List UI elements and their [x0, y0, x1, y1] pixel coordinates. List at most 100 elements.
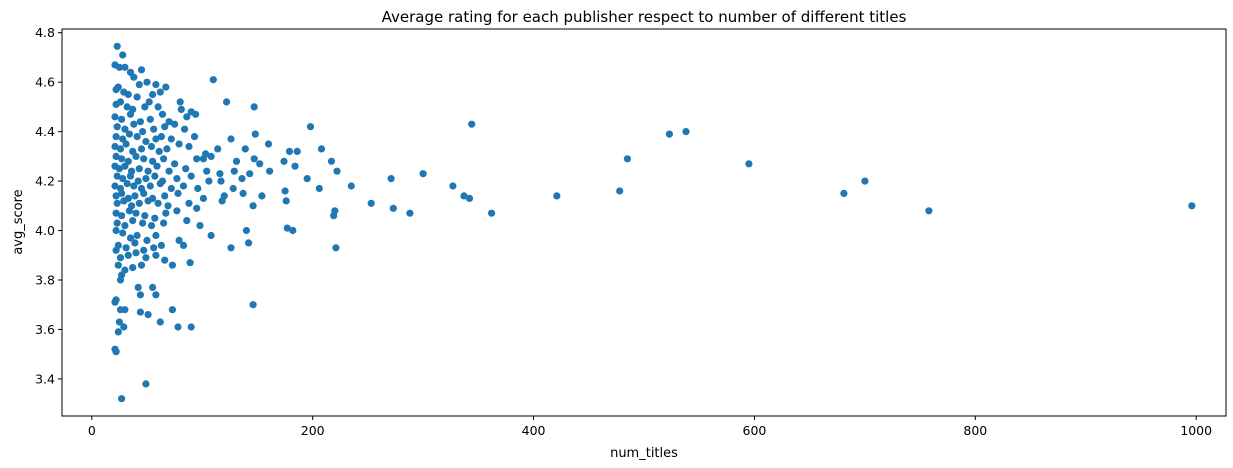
- data-point: [112, 152, 120, 160]
- data-point: [120, 323, 128, 331]
- data-point: [116, 145, 125, 153]
- data-point: [194, 184, 202, 193]
- data-point: [125, 207, 133, 215]
- data-point: [460, 192, 468, 200]
- data-point: [367, 199, 375, 207]
- data-point: [131, 239, 139, 247]
- x-axis-label: num_titles: [610, 446, 678, 461]
- data-point: [116, 276, 125, 284]
- data-point: [199, 155, 207, 163]
- data-point: [333, 167, 341, 175]
- data-point: [137, 145, 146, 153]
- data-point: [468, 120, 476, 128]
- data-point: [122, 140, 130, 148]
- data-point: [249, 202, 257, 210]
- data-point: [130, 120, 138, 128]
- data-point: [112, 246, 120, 254]
- data-point: [179, 241, 188, 249]
- data-point: [150, 244, 158, 252]
- data-point: [332, 244, 340, 252]
- data-point: [168, 306, 176, 314]
- data-point: [165, 118, 173, 126]
- data-point: [176, 98, 184, 106]
- data-point: [133, 231, 141, 240]
- data-point: [121, 63, 129, 71]
- data-point: [154, 103, 162, 111]
- data-point: [171, 160, 179, 168]
- data-point: [118, 155, 126, 163]
- data-point: [145, 98, 153, 106]
- data-point: [118, 395, 126, 403]
- data-point: [241, 145, 249, 153]
- data-point: [165, 167, 173, 175]
- data-point: [179, 182, 188, 190]
- data-point: [387, 175, 395, 183]
- data-point: [141, 212, 149, 220]
- data-point: [144, 197, 152, 205]
- data-point: [140, 246, 148, 254]
- data-point: [331, 207, 339, 215]
- data-point: [111, 298, 119, 306]
- y-tick-label: 4.6: [35, 75, 55, 90]
- data-point: [113, 123, 121, 131]
- data-point: [152, 251, 160, 259]
- data-point: [682, 128, 690, 136]
- data-point: [119, 175, 127, 183]
- data-point: [146, 115, 154, 123]
- data-point: [256, 160, 264, 168]
- x-tick-label: 200: [301, 423, 325, 438]
- data-point: [840, 189, 848, 197]
- data-point: [149, 90, 157, 99]
- data-point: [126, 110, 135, 118]
- points-layer: [111, 42, 1196, 403]
- x-tick-label: 600: [743, 423, 767, 438]
- data-point: [114, 83, 122, 91]
- data-point: [623, 155, 632, 163]
- data-point: [185, 142, 193, 151]
- data-point: [232, 157, 241, 165]
- y-tick-label: 3.8: [35, 272, 55, 287]
- data-point: [134, 177, 142, 185]
- data-point: [173, 175, 181, 183]
- data-point: [181, 125, 189, 133]
- data-point: [303, 175, 311, 183]
- data-point: [167, 135, 175, 143]
- data-point: [129, 217, 137, 225]
- data-point: [217, 177, 225, 185]
- data-point: [264, 140, 273, 148]
- data-point: [861, 177, 869, 185]
- data-point: [122, 244, 130, 252]
- data-point: [205, 177, 213, 185]
- data-point: [120, 197, 128, 205]
- data-point: [218, 197, 226, 205]
- data-point: [223, 98, 231, 106]
- data-point: [121, 222, 129, 230]
- data-point: [251, 130, 259, 138]
- data-point: [146, 182, 154, 190]
- data-point: [147, 222, 156, 230]
- data-point: [147, 142, 156, 151]
- data-point: [149, 157, 157, 165]
- data-point: [227, 135, 235, 143]
- data-point: [142, 380, 150, 388]
- data-point: [327, 157, 336, 165]
- data-point: [135, 199, 143, 207]
- data-point: [132, 209, 140, 217]
- data-point: [137, 261, 146, 269]
- data-point: [157, 241, 165, 249]
- y-tick-label: 4.8: [35, 25, 55, 40]
- data-point: [124, 251, 132, 259]
- data-point: [133, 133, 141, 141]
- data-point: [266, 167, 274, 175]
- y-tick-label: 4.2: [35, 174, 55, 189]
- data-point: [419, 170, 427, 178]
- data-point: [616, 187, 624, 195]
- x-tick-label: 1000: [1180, 423, 1212, 438]
- data-point: [152, 81, 160, 89]
- data-point: [553, 192, 561, 200]
- x-tick-label: 800: [963, 423, 987, 438]
- data-point: [249, 301, 257, 309]
- data-point: [114, 261, 122, 269]
- data-point: [161, 123, 169, 131]
